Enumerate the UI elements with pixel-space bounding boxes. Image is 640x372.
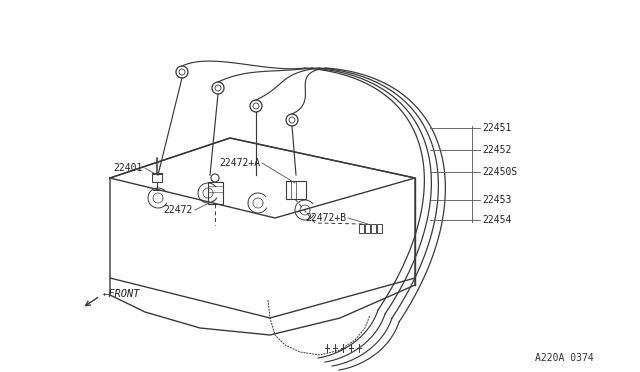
Bar xyxy=(152,174,162,182)
Text: 22450S: 22450S xyxy=(482,167,517,177)
Text: 22454: 22454 xyxy=(482,215,511,225)
Text: 22472+B: 22472+B xyxy=(305,213,346,223)
Text: 22451: 22451 xyxy=(482,123,511,133)
Text: A220A 0374: A220A 0374 xyxy=(535,353,594,363)
Text: 22472+A: 22472+A xyxy=(219,158,260,168)
Text: 22472: 22472 xyxy=(164,205,193,215)
Bar xyxy=(365,224,370,233)
Text: 22452: 22452 xyxy=(482,145,511,155)
Bar xyxy=(371,224,376,233)
Bar xyxy=(208,182,223,204)
Bar xyxy=(377,224,382,233)
Text: 22453: 22453 xyxy=(482,195,511,205)
Bar xyxy=(286,181,306,199)
Text: ←FRONT: ←FRONT xyxy=(103,289,141,299)
Bar xyxy=(359,224,364,233)
Text: 22401: 22401 xyxy=(114,163,143,173)
